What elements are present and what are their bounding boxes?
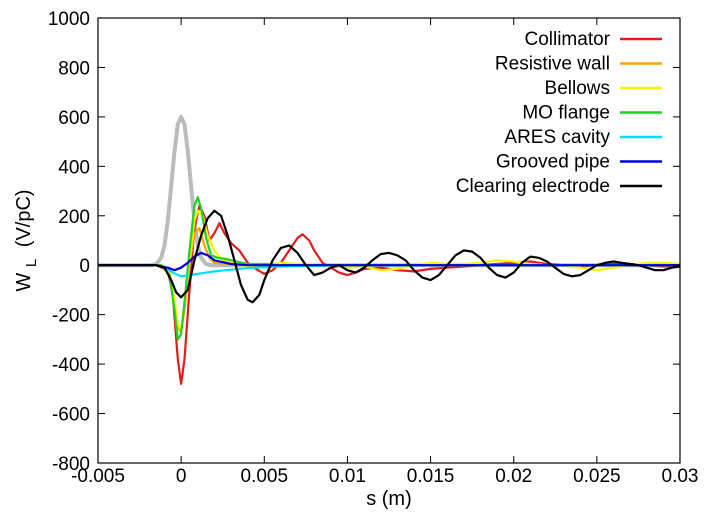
legend-label: Grooved pipe [496, 152, 610, 173]
x-tick-label: 0.005 [241, 466, 289, 487]
series-line [98, 209, 681, 304]
y-tick-label: 0 [79, 256, 90, 277]
y-tick-label: 200 [58, 207, 90, 228]
y-tick-label: 600 [58, 108, 90, 129]
x-tick-label: 0 [176, 466, 187, 487]
bunch-profile-line [98, 114, 680, 268]
y-tick-label: -600 [52, 405, 90, 426]
legend-label: ARES cavity [504, 127, 610, 148]
y-axis-label-unit: (V/pC) [13, 189, 35, 247]
y-tick-label: 400 [58, 157, 90, 178]
y-tick-label: 1000 [48, 9, 90, 30]
y-tick-label: -200 [52, 306, 90, 327]
x-axis-label: s (m) [366, 488, 412, 510]
legend-label: Resistive wall [495, 54, 610, 75]
x-tick-label: 0.015 [407, 466, 455, 487]
y-axis-label: W L (V/pC) [13, 189, 41, 291]
y-tick-label: -800 [52, 454, 90, 475]
plot-frame [97, 17, 681, 464]
x-tick-label: 0.03 [662, 466, 699, 487]
x-tick-label: 0.02 [495, 466, 532, 487]
legend-label: Bellows [545, 78, 610, 99]
x-tick-label: 0.01 [329, 466, 366, 487]
series-line [98, 204, 680, 385]
ticks-layer: -0.005 0 0.005 0.01 0.015 0.02 0.025 0.03 -800 -6… [48, 9, 699, 487]
y-axis-label-subscript: L [23, 259, 40, 267]
series-line [98, 251, 680, 272]
y-tick-label: -400 [52, 355, 90, 376]
legend-label: MO flange [522, 103, 610, 124]
series-layer [98, 196, 681, 385]
y-tick-label: 800 [58, 58, 90, 79]
legend: Collimator Resistive wall Bellows MO flange… [456, 29, 662, 197]
x-tick-label: 0.025 [573, 466, 621, 487]
legend-label: Clearing electrode [456, 176, 610, 197]
bunch-profile-layer [98, 114, 680, 268]
legend-label: Collimator [524, 29, 610, 50]
y-axis-label-main: W [13, 273, 35, 292]
x-tick-label: -0.005 [71, 466, 125, 487]
series-line [98, 227, 680, 334]
